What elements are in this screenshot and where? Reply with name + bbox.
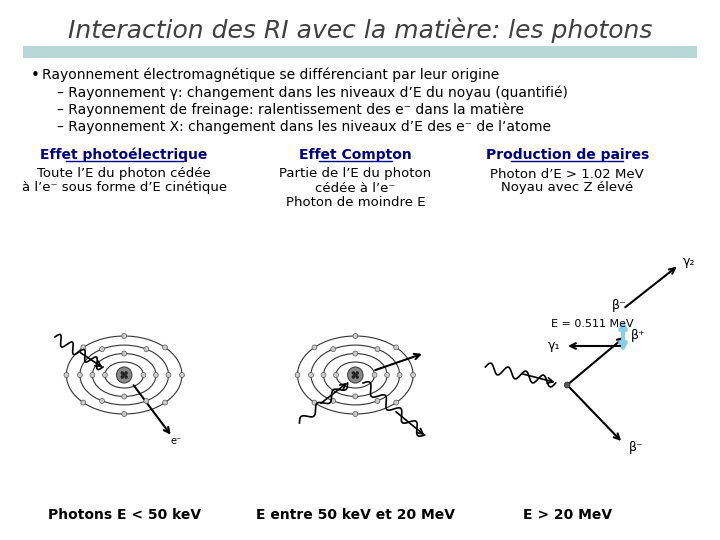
Circle shape [351, 371, 355, 375]
Text: Photon de moindre E: Photon de moindre E [286, 195, 425, 208]
Circle shape [330, 347, 336, 352]
Circle shape [144, 399, 149, 403]
Circle shape [125, 375, 128, 379]
Circle shape [353, 394, 358, 399]
Text: E = 0.511 MeV: E = 0.511 MeV [551, 319, 634, 329]
Circle shape [295, 373, 300, 377]
Circle shape [375, 399, 380, 403]
Circle shape [117, 367, 132, 383]
Circle shape [122, 351, 127, 356]
Circle shape [354, 373, 357, 377]
Circle shape [122, 373, 126, 377]
Circle shape [372, 373, 377, 377]
Circle shape [141, 373, 146, 377]
Circle shape [125, 371, 128, 375]
Circle shape [153, 373, 158, 377]
Circle shape [144, 347, 149, 352]
Circle shape [81, 345, 86, 350]
Circle shape [564, 382, 570, 388]
Text: γ₂: γ₂ [683, 254, 696, 267]
Bar [23, 46, 697, 58]
Circle shape [394, 345, 399, 350]
Text: Partie de l’E du photon: Partie de l’E du photon [279, 167, 431, 180]
Text: •: • [31, 68, 40, 83]
Circle shape [394, 400, 399, 405]
Circle shape [351, 375, 355, 379]
Text: β⁻: β⁻ [612, 299, 626, 312]
Circle shape [312, 400, 317, 405]
Circle shape [122, 394, 127, 399]
Text: β⁺: β⁺ [631, 328, 645, 341]
Circle shape [348, 367, 363, 383]
Text: Interaction des RI avec la matière: les photons: Interaction des RI avec la matière: les … [68, 17, 652, 43]
Circle shape [120, 371, 124, 375]
Circle shape [353, 334, 358, 339]
Circle shape [321, 373, 326, 377]
Circle shape [375, 347, 380, 352]
Circle shape [102, 373, 107, 377]
Text: β⁻: β⁻ [629, 441, 644, 454]
Circle shape [397, 373, 402, 377]
Text: Effet Compton: Effet Compton [299, 148, 412, 162]
Text: – Rayonnement de freinage: ralentissement des e⁻ dans la matière: – Rayonnement de freinage: ralentissemen… [57, 103, 523, 117]
Circle shape [122, 411, 127, 416]
Text: Noyau avec Z élevé: Noyau avec Z élevé [501, 181, 634, 194]
Text: e⁻: e⁻ [171, 436, 181, 446]
Circle shape [122, 334, 127, 339]
Text: à l’e⁻ sous forme d’E cinétique: à l’e⁻ sous forme d’E cinétique [22, 181, 227, 194]
Circle shape [330, 399, 336, 403]
Circle shape [64, 373, 69, 377]
Text: – Rayonnement γ: changement dans les niveaux d’E du noyau (quantifié): – Rayonnement γ: changement dans les niv… [57, 86, 567, 100]
Circle shape [353, 351, 358, 356]
Circle shape [410, 373, 415, 377]
Text: – Rayonnement X: changement dans les niveaux d’E des e⁻ de l’atome: – Rayonnement X: changement dans les niv… [57, 120, 551, 134]
Circle shape [333, 373, 338, 377]
Circle shape [90, 373, 95, 377]
Circle shape [166, 373, 171, 377]
Circle shape [99, 347, 104, 352]
Circle shape [179, 373, 184, 377]
Circle shape [163, 345, 168, 350]
Circle shape [356, 371, 359, 375]
Text: E entre 50 keV et 20 MeV: E entre 50 keV et 20 MeV [256, 508, 455, 522]
Circle shape [384, 373, 390, 377]
Text: Photon d’E > 1.02 MeV: Photon d’E > 1.02 MeV [490, 167, 644, 180]
Text: Production de paires: Production de paires [485, 148, 649, 162]
Text: E > 20 MeV: E > 20 MeV [523, 508, 612, 522]
Text: Rayonnement électromagnétique se différenciant par leur origine: Rayonnement électromagnétique se différe… [42, 68, 500, 82]
Text: Toute l’E du photon cédée: Toute l’E du photon cédée [37, 167, 211, 180]
Text: Photons E < 50 keV: Photons E < 50 keV [48, 508, 201, 522]
Circle shape [99, 399, 104, 403]
Circle shape [356, 375, 359, 379]
Text: γ₁: γ₁ [548, 340, 560, 353]
Circle shape [163, 400, 168, 405]
Circle shape [353, 411, 358, 416]
Circle shape [312, 345, 317, 350]
Circle shape [78, 373, 82, 377]
Text: Effet photoélectrique: Effet photoélectrique [40, 148, 208, 162]
Circle shape [81, 400, 86, 405]
Circle shape [309, 373, 313, 377]
Circle shape [120, 375, 124, 379]
Text: cédée à l’e⁻: cédée à l’e⁻ [315, 181, 395, 194]
